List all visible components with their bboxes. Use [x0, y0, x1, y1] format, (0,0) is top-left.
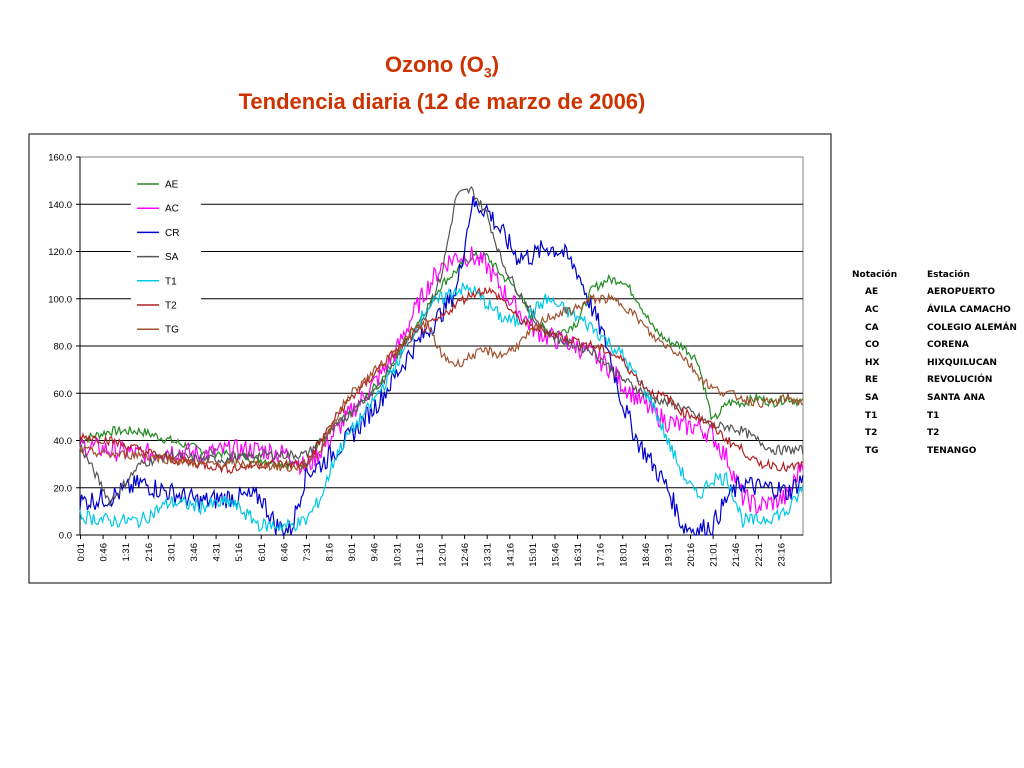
notation-cell: CA	[865, 322, 879, 333]
x-tick-label: 3:01	[166, 543, 177, 562]
y-tick-label: 20.0	[54, 483, 73, 494]
y-tick-label: 40.0	[54, 436, 73, 447]
station-cell: T2	[927, 428, 940, 439]
table-row: SA SANTA ANA	[848, 389, 1017, 407]
chart-title-line1: Ozono (O3)	[384, 52, 500, 81]
table-row: HX HIXQUILUCAN	[848, 354, 1017, 372]
legend-table-header: Notación Estación	[848, 266, 1017, 284]
table-row: AE AEROPUERTO	[848, 284, 1017, 302]
notation-cell: T2	[865, 428, 878, 439]
station-cell: HIXQUILUCAN	[927, 357, 997, 368]
chart-title-line2: Tendencia diaria (12 de marzo de 2006)	[238, 89, 646, 115]
series-line-t1	[79, 282, 804, 533]
header-station: Estación	[927, 269, 970, 280]
table-row: CO CORENA	[848, 336, 1017, 354]
x-tick-label: 10:31	[392, 543, 403, 567]
x-tick-label: 17:16	[596, 543, 607, 567]
x-tick-label: 21:46	[731, 543, 742, 567]
station-legend-table: Notación Estación AE AEROPUERTO AC ÁVILA C…	[848, 266, 1017, 460]
x-tick-label: 23:16	[776, 543, 787, 567]
y-tick-label: 160.0	[48, 153, 72, 164]
x-tick-label: 20:16	[686, 543, 697, 567]
x-tick-label: 9:46	[370, 543, 381, 562]
header-notation: Notación	[852, 269, 898, 280]
series-line-tg	[79, 292, 804, 473]
x-tick-label: 15:46	[550, 543, 561, 567]
x-tick-label: 7:31	[302, 543, 313, 562]
notation-cell: HX	[865, 357, 880, 368]
notation-cell: SA	[865, 392, 879, 403]
notation-cell: AC	[865, 304, 879, 315]
x-tick-label: 18:01	[618, 543, 629, 567]
x-tick-label: 14:16	[505, 543, 516, 567]
x-tick-label: 12:46	[460, 543, 471, 567]
chart-title: Ozono (O3) Tendencia diaria (12 de marzo…	[0, 50, 884, 117]
table-row: TG TENANGO	[848, 442, 1017, 460]
x-tick-label: 0:46	[99, 543, 110, 562]
x-tick-label: 12:01	[438, 543, 449, 567]
notation-cell: TG	[865, 445, 879, 456]
legend-label-ae: AE	[165, 180, 179, 191]
x-tick-label: 4:31	[212, 543, 223, 562]
x-tick-label: 15:01	[528, 543, 539, 567]
y-tick-label: 140.0	[48, 200, 72, 211]
x-tick-label: 1:31	[121, 543, 132, 562]
x-tick-label: 22:31	[754, 543, 765, 567]
x-tick-label: 9:01	[347, 543, 358, 562]
x-tick-label: 11:16	[415, 543, 426, 566]
legend-label-tg: TG	[165, 325, 179, 336]
x-tick-label: 0:01	[76, 543, 87, 562]
x-tick-label: 13:31	[483, 543, 494, 567]
station-cell: ÁVILA CAMACHO	[927, 304, 1011, 315]
legend-label-ac: AC	[165, 204, 179, 215]
legend-label-sa: SA	[165, 252, 179, 263]
notation-cell: T1	[865, 410, 878, 421]
station-cell: AEROPUERTO	[927, 287, 996, 298]
series-line-t2	[79, 286, 804, 475]
x-tick-label: 3:46	[189, 543, 200, 562]
notation-cell: CO	[865, 340, 880, 351]
legend-label-t1: T1	[165, 276, 177, 287]
table-row: T2 T2	[848, 424, 1017, 442]
station-cell: SANTA ANA	[927, 392, 985, 403]
x-tick-label: 19:31	[663, 543, 674, 567]
station-cell: CORENA	[927, 340, 969, 351]
legend-label-t2: T2	[165, 301, 177, 312]
x-tick-label: 5:16	[234, 543, 245, 562]
legend-label-cr: CR	[165, 228, 179, 239]
series-line-cr	[79, 196, 804, 537]
x-tick-label: 6:46	[279, 543, 290, 562]
station-cell: T1	[927, 410, 940, 421]
table-row: T1 T1	[848, 407, 1017, 425]
table-row: AC ÁVILA CAMACHO	[848, 301, 1017, 319]
series-line-ae	[79, 249, 804, 471]
x-tick-label: 16:31	[573, 543, 584, 567]
x-tick-label: 2:16	[144, 543, 155, 562]
x-tick-label: 21:01	[709, 543, 720, 567]
station-cell: COLEGIO ALEMÁN	[927, 322, 1017, 333]
notation-cell: RE	[865, 375, 879, 386]
x-tick-label: 6:01	[257, 543, 268, 562]
y-tick-label: 0.0	[59, 531, 72, 542]
table-row: RE REVOLUCIÓN	[848, 372, 1017, 390]
legend-box	[131, 170, 201, 346]
x-tick-label: 18:46	[641, 543, 652, 567]
notation-cell: AE	[865, 287, 879, 298]
y-tick-label: 60.0	[54, 389, 73, 400]
y-tick-label: 100.0	[48, 294, 72, 305]
table-row: CA COLEGIO ALEMÁN	[848, 319, 1017, 337]
station-cell: REVOLUCIÓN	[927, 375, 993, 386]
x-tick-label: 8:16	[325, 543, 336, 562]
y-tick-label: 120.0	[48, 247, 72, 258]
station-cell: TENANGO	[927, 445, 977, 456]
y-tick-label: 80.0	[54, 342, 73, 353]
